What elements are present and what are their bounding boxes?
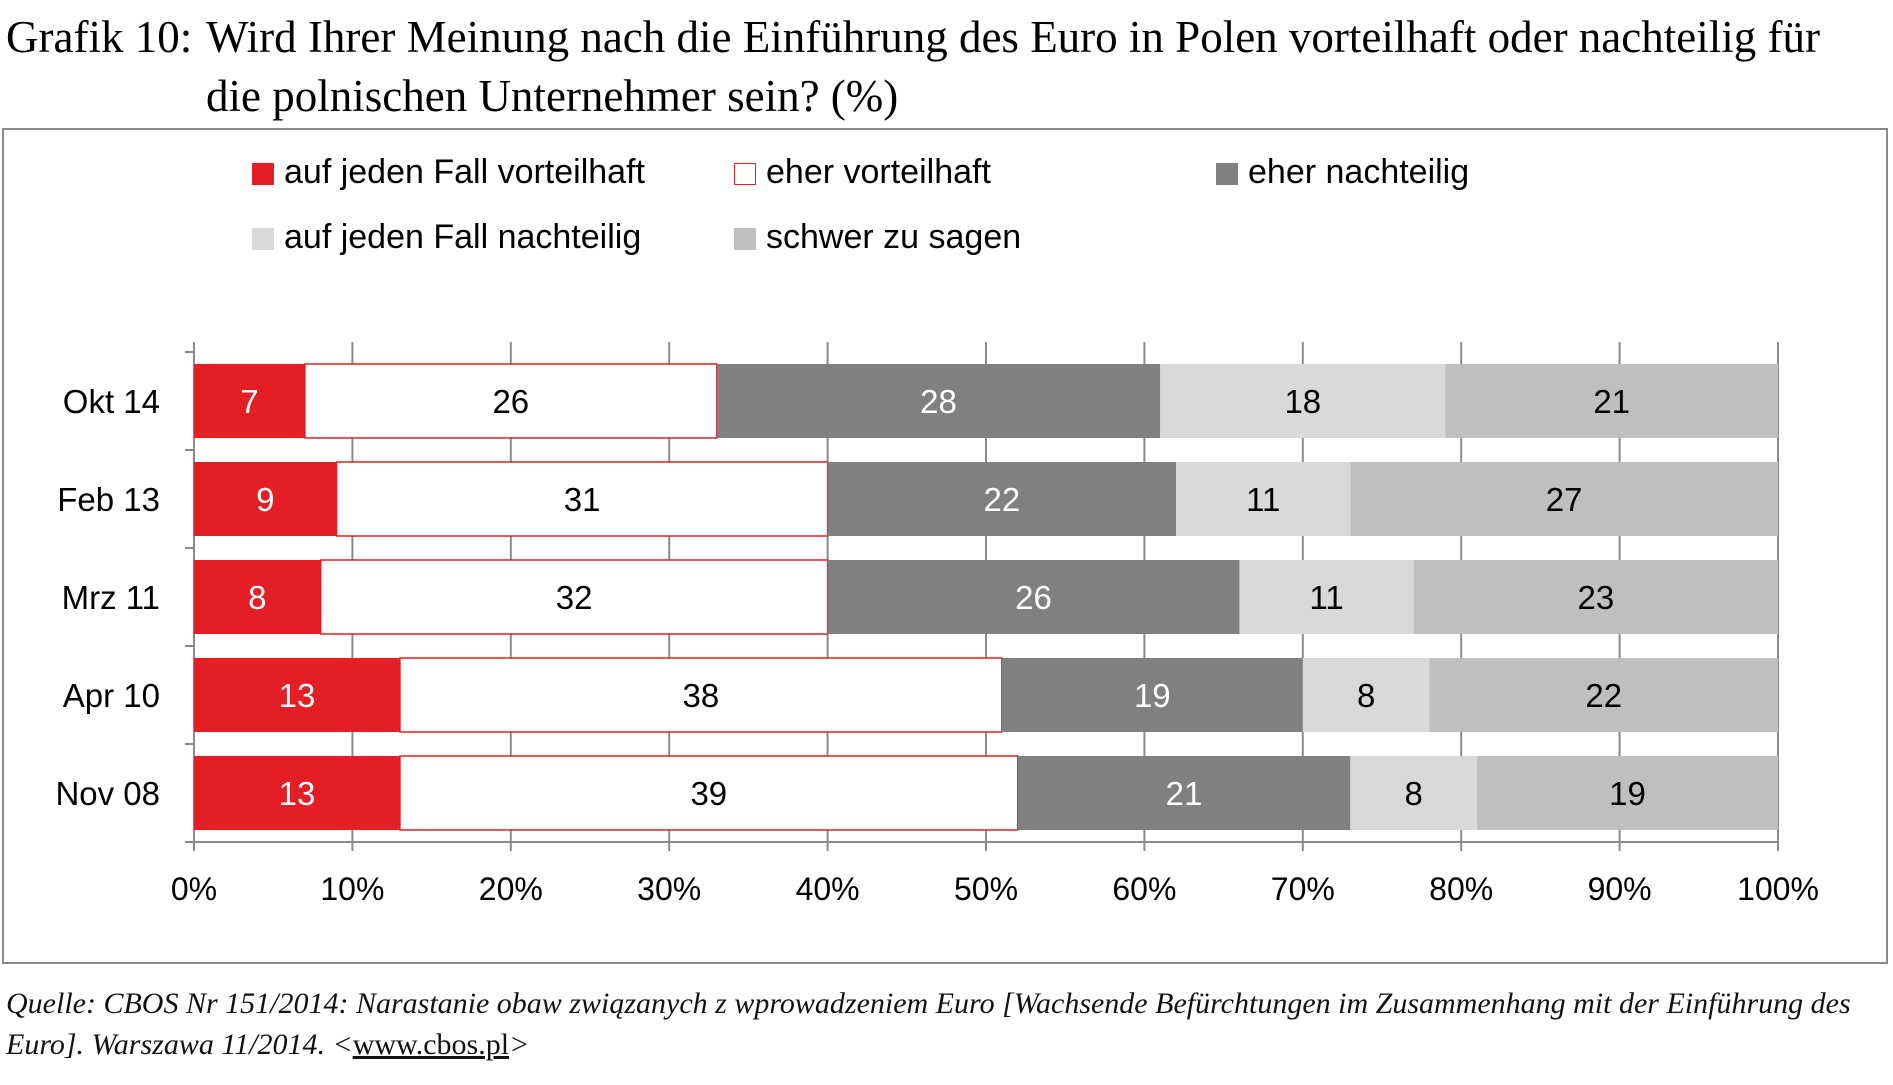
legend-swatch — [734, 228, 756, 250]
bar-segment — [1176, 462, 1351, 536]
data-label: 28 — [920, 383, 957, 420]
bar-segment — [1413, 560, 1778, 634]
legend-swatch — [1216, 163, 1238, 185]
bar-segment — [1477, 756, 1778, 830]
data-label: 11 — [1246, 481, 1280, 518]
bar-segment — [1001, 658, 1303, 732]
data-label: 18 — [1284, 383, 1321, 420]
data-label: 8 — [1357, 677, 1375, 714]
bar-segment — [1350, 462, 1778, 536]
data-label: 19 — [1134, 677, 1171, 714]
legend-label: auf jeden Fall nachteilig — [284, 218, 642, 256]
legend-label: auf jeden Fall vorteilhaft — [284, 153, 645, 191]
bar-segment — [194, 560, 321, 634]
value-tick-label: 10% — [320, 871, 384, 907]
source-link[interactable]: www.cbos.pl — [352, 1028, 510, 1061]
value-tick-label: 50% — [954, 871, 1018, 907]
data-label: 8 — [1405, 775, 1423, 812]
bar-segment — [1017, 756, 1351, 830]
category-label: Okt 14 — [63, 383, 160, 420]
data-label: 9 — [256, 481, 274, 518]
bar-segment — [1302, 658, 1430, 732]
source-text: Quelle: CBOS Nr 151/2014: Narastanie oba… — [6, 987, 1851, 1061]
source-suffix: > — [509, 1028, 530, 1061]
bar-segment — [399, 657, 1003, 733]
bar-segment — [335, 461, 829, 537]
bar-segment — [827, 462, 1177, 536]
bar-segment — [194, 462, 337, 536]
bar-chart: 0% 10% 20% 30% 40% 50% 60% 70% 80% 90% 100% Okt 14 7… — [55, 342, 1819, 907]
bar-segment — [194, 364, 305, 438]
data-label: 38 — [683, 677, 720, 714]
data-label: 31 — [564, 481, 601, 518]
value-tick-label: 60% — [1112, 871, 1176, 907]
value-tick-label: 0% — [171, 871, 217, 907]
data-label: 21 — [1166, 775, 1203, 812]
data-label: 13 — [279, 775, 316, 812]
data-label: 26 — [492, 383, 529, 420]
value-tick-label: 70% — [1271, 871, 1335, 907]
bar-segment — [399, 755, 1019, 831]
data-label: 27 — [1546, 481, 1583, 518]
bar-segment — [194, 756, 400, 830]
data-label: 19 — [1609, 775, 1646, 812]
data-label: 32 — [556, 579, 593, 616]
data-label: 26 — [1015, 579, 1052, 616]
value-tick-label: 100% — [1737, 871, 1819, 907]
bar-segment — [1350, 756, 1478, 830]
category-label: Apr 10 — [63, 677, 160, 714]
value-tick-label: 20% — [479, 871, 543, 907]
source-note: Quelle: CBOS Nr 151/2014: Narastanie oba… — [6, 983, 1886, 1065]
data-label: 8 — [248, 579, 266, 616]
data-label: 13 — [279, 677, 316, 714]
data-label: 39 — [690, 775, 727, 812]
legend-swatch — [252, 228, 274, 250]
data-label: 11 — [1309, 579, 1343, 616]
legend-swatch — [252, 163, 274, 185]
data-label: 23 — [1577, 579, 1614, 616]
legend-swatch — [734, 163, 756, 185]
data-label: 7 — [240, 383, 258, 420]
category-label: Nov 08 — [55, 775, 160, 812]
bar-segment — [716, 364, 1161, 438]
category-label: Feb 13 — [57, 481, 160, 518]
legend-label: eher nachteilig — [1248, 153, 1470, 191]
figure-label: Grafik 10: — [6, 12, 193, 62]
bar-segment — [1445, 364, 1778, 438]
chart-title: Wird Ihrer Meinung nach die Einführung d… — [206, 12, 1820, 121]
data-label: 22 — [983, 481, 1020, 518]
bar-segment — [1239, 560, 1414, 634]
category-label: Mrz 11 — [62, 579, 160, 616]
bar-segment — [1429, 658, 1778, 732]
legend-label: schwer zu sagen — [766, 218, 1022, 256]
bar-segment — [1160, 364, 1446, 438]
data-label: 21 — [1593, 383, 1630, 420]
chart-frame: auf jeden Fall vorteilhaft eher vorteilha… — [2, 128, 1888, 964]
value-tick-label: 90% — [1588, 871, 1652, 907]
value-tick-label: 80% — [1429, 871, 1493, 907]
value-tick-label: 30% — [637, 871, 701, 907]
legend-label: eher vorteilhaft — [766, 153, 991, 191]
data-label: 22 — [1585, 677, 1622, 714]
bar-segment — [194, 658, 400, 732]
bar-segment — [304, 363, 718, 439]
value-tick-label: 40% — [796, 871, 860, 907]
bar-segment — [827, 560, 1240, 634]
